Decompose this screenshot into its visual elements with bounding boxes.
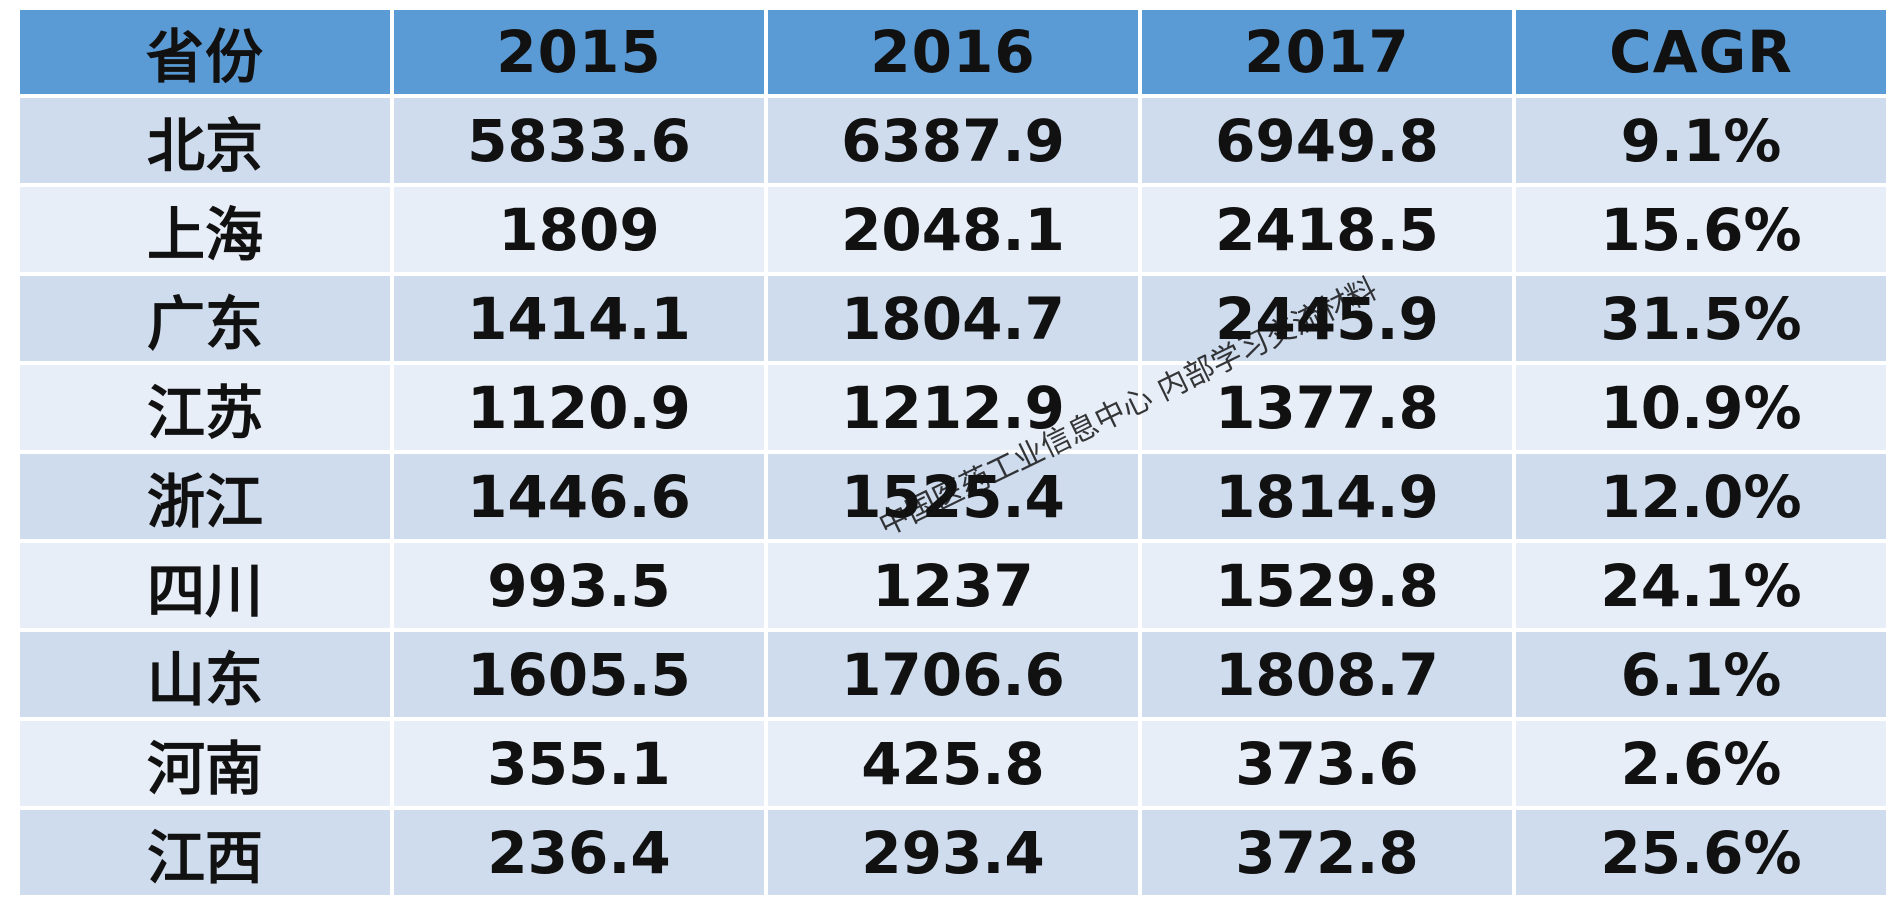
cell-cagr: 24.1% (1516, 543, 1886, 628)
data-table: 省份 2015 2016 2017 CAGR 北京 5833.6 6387.9 … (16, 6, 1890, 899)
cell-province: 江苏 (20, 365, 390, 450)
cell-2017: 1808.7 (1142, 632, 1512, 717)
cell-2015: 355.1 (394, 721, 764, 806)
cell-2016: 2048.1 (768, 187, 1138, 272)
cell-province: 上海 (20, 187, 390, 272)
cell-2017: 6949.8 (1142, 98, 1512, 183)
cell-2016: 6387.9 (768, 98, 1138, 183)
table-row: 江苏 1120.9 1212.9 1377.8 10.9% (20, 365, 1886, 450)
cell-2016: 1212.9 (768, 365, 1138, 450)
cell-2017: 372.8 (1142, 810, 1512, 895)
cell-cagr: 31.5% (1516, 276, 1886, 361)
cell-2016: 1706.6 (768, 632, 1138, 717)
cell-2016: 293.4 (768, 810, 1138, 895)
cell-2016: 1237 (768, 543, 1138, 628)
cell-province: 四川 (20, 543, 390, 628)
cell-2017: 1377.8 (1142, 365, 1512, 450)
cell-province: 浙江 (20, 454, 390, 539)
cell-2017: 2418.5 (1142, 187, 1512, 272)
cell-province: 江西 (20, 810, 390, 895)
cell-2016: 425.8 (768, 721, 1138, 806)
table-row: 北京 5833.6 6387.9 6949.8 9.1% (20, 98, 1886, 183)
cell-cagr: 12.0% (1516, 454, 1886, 539)
cell-2015: 1120.9 (394, 365, 764, 450)
table-row: 山东 1605.5 1706.6 1808.7 6.1% (20, 632, 1886, 717)
cell-2017: 1814.9 (1142, 454, 1512, 539)
cell-province: 广东 (20, 276, 390, 361)
cell-cagr: 6.1% (1516, 632, 1886, 717)
header-cagr: CAGR (1516, 10, 1886, 94)
table-row: 上海 1809 2048.1 2418.5 15.6% (20, 187, 1886, 272)
table-row: 江西 236.4 293.4 372.8 25.6% (20, 810, 1886, 895)
cell-cagr: 15.6% (1516, 187, 1886, 272)
table-header-row: 省份 2015 2016 2017 CAGR (20, 10, 1886, 94)
cell-2017: 2445.9 (1142, 276, 1512, 361)
cell-2015: 1809 (394, 187, 764, 272)
table-row: 河南 355.1 425.8 373.6 2.6% (20, 721, 1886, 806)
cell-2015: 1446.6 (394, 454, 764, 539)
cell-cagr: 9.1% (1516, 98, 1886, 183)
cell-province: 北京 (20, 98, 390, 183)
cell-cagr: 25.6% (1516, 810, 1886, 895)
cell-2017: 1529.8 (1142, 543, 1512, 628)
cell-2015: 5833.6 (394, 98, 764, 183)
data-table-container: 省份 2015 2016 2017 CAGR 北京 5833.6 6387.9 … (20, 10, 1886, 899)
table-row: 广东 1414.1 1804.7 2445.9 31.5% (20, 276, 1886, 361)
cell-2015: 236.4 (394, 810, 764, 895)
cell-2017: 373.6 (1142, 721, 1512, 806)
header-2016: 2016 (768, 10, 1138, 94)
cell-cagr: 10.9% (1516, 365, 1886, 450)
cell-2016: 1525.4 (768, 454, 1138, 539)
cell-cagr: 2.6% (1516, 721, 1886, 806)
table-row: 浙江 1446.6 1525.4 1814.9 12.0% (20, 454, 1886, 539)
cell-2015: 993.5 (394, 543, 764, 628)
cell-2015: 1605.5 (394, 632, 764, 717)
table-row: 四川 993.5 1237 1529.8 24.1% (20, 543, 1886, 628)
cell-2016: 1804.7 (768, 276, 1138, 361)
header-province: 省份 (20, 10, 390, 94)
header-2015: 2015 (394, 10, 764, 94)
cell-2015: 1414.1 (394, 276, 764, 361)
header-2017: 2017 (1142, 10, 1512, 94)
cell-province: 山东 (20, 632, 390, 717)
cell-province: 河南 (20, 721, 390, 806)
